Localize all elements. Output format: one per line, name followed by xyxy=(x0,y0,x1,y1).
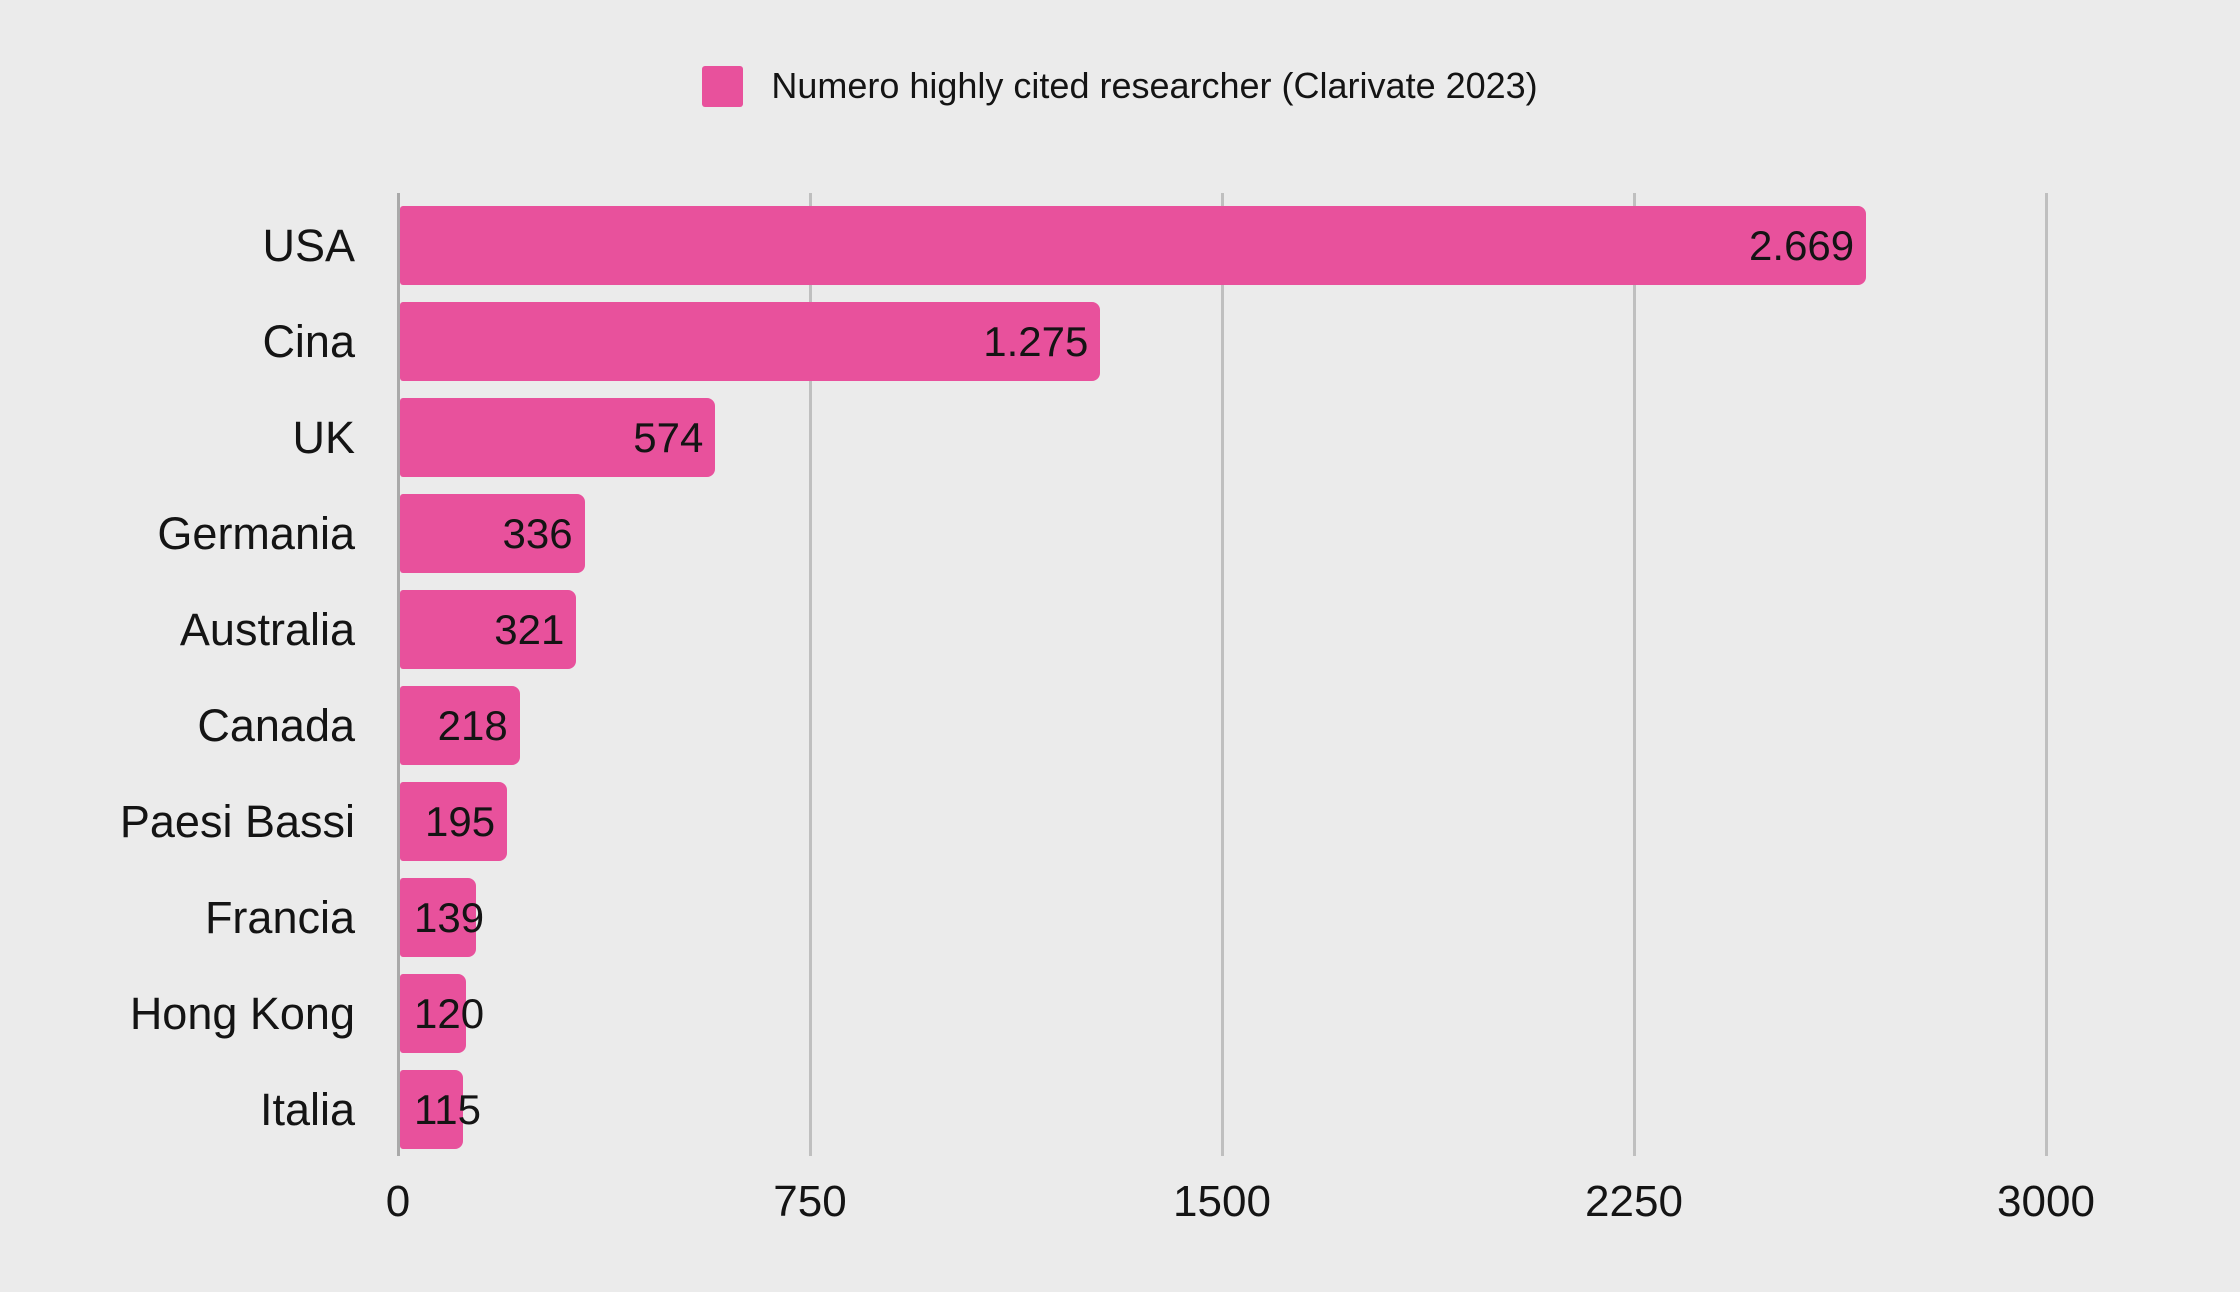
gridline xyxy=(1632,193,1636,1156)
value-label: 115 xyxy=(414,1085,481,1133)
bar: 195 xyxy=(400,782,508,861)
value-label: 321 xyxy=(494,605,565,653)
bar: 574 xyxy=(400,398,716,477)
gridline xyxy=(2044,193,2048,1156)
bar: 218 xyxy=(400,686,520,765)
category-label: Paesi Bassi xyxy=(119,795,355,847)
x-axis-tick-label: 3000 xyxy=(1997,1177,2095,1226)
x-axis-tick-label: 0 xyxy=(385,1177,411,1226)
x-axis-tick-label: 750 xyxy=(773,1177,847,1226)
value-label: 336 xyxy=(502,509,573,557)
value-label: 195 xyxy=(425,797,496,845)
category-label: Canada xyxy=(197,699,355,751)
bar: 1.275 xyxy=(400,302,1101,381)
gridline xyxy=(808,193,812,1156)
category-label: Italia xyxy=(259,1083,355,1135)
bar: 139 xyxy=(400,878,484,957)
bar: 321 xyxy=(400,590,577,669)
category-label: USA xyxy=(262,219,355,271)
category-label: Francia xyxy=(204,891,355,943)
legend: Numero highly cited researcher (Clarivat… xyxy=(0,62,2240,110)
value-label: 2.669 xyxy=(1749,221,1855,269)
x-axis-tick-label: 2250 xyxy=(1585,1177,1683,1226)
gridline xyxy=(1220,193,1224,1156)
value-label: 139 xyxy=(414,893,485,941)
bar: 336 xyxy=(400,494,585,573)
category-label: Germania xyxy=(157,507,355,559)
bar: 115 xyxy=(400,1070,481,1149)
category-label: Australia xyxy=(179,603,355,655)
value-label: 574 xyxy=(633,413,704,461)
category-label: Cina xyxy=(262,315,355,367)
bar: 120 xyxy=(400,974,484,1053)
legend-label: Numero highly cited researcher (Clarivat… xyxy=(771,65,1538,106)
value-label: 218 xyxy=(437,701,508,749)
category-label: Hong Kong xyxy=(129,987,355,1039)
x-axis-tick-label: 1500 xyxy=(1173,1177,1271,1226)
value-label: 120 xyxy=(414,989,485,1037)
value-label: 1.275 xyxy=(983,317,1089,365)
y-axis-line xyxy=(396,193,400,1156)
category-label: UK xyxy=(292,411,355,463)
bar: 2.669 xyxy=(400,206,1867,285)
legend-swatch xyxy=(702,65,744,107)
